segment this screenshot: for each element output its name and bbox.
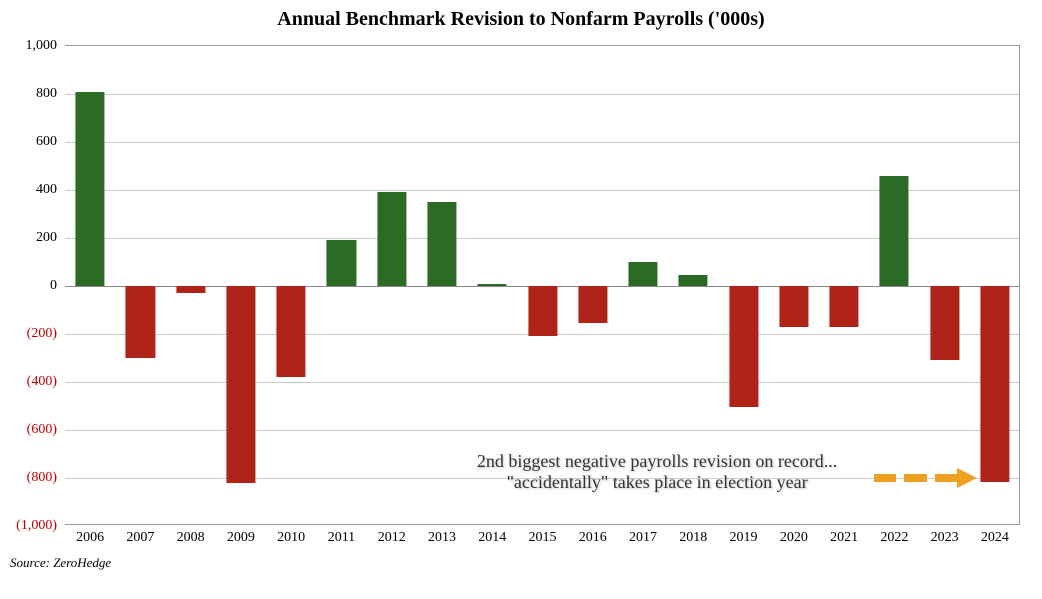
bar bbox=[830, 286, 859, 327]
x-axis-tick: 2013 bbox=[428, 524, 456, 546]
gridline bbox=[65, 238, 1019, 239]
bar bbox=[478, 284, 507, 286]
y-axis-tick: (200) bbox=[27, 326, 65, 342]
x-axis-tick: 2011 bbox=[328, 524, 355, 546]
bar bbox=[226, 286, 255, 483]
y-axis-tick: 800 bbox=[36, 86, 65, 102]
bar bbox=[277, 286, 306, 377]
x-axis-tick: 2014 bbox=[478, 524, 506, 546]
bar bbox=[377, 192, 406, 286]
bar bbox=[327, 240, 356, 286]
x-axis-tick: 2007 bbox=[126, 524, 154, 546]
y-axis-tick: 0 bbox=[50, 278, 65, 294]
bar bbox=[176, 286, 205, 293]
x-axis-tick: 2017 bbox=[629, 524, 657, 546]
gridline bbox=[65, 190, 1019, 191]
bar bbox=[930, 286, 959, 360]
gridline bbox=[65, 430, 1019, 431]
source-text: Source: ZeroHedge bbox=[10, 555, 111, 571]
x-axis-tick: 2021 bbox=[830, 524, 858, 546]
annotation-arrow-dash bbox=[935, 474, 957, 482]
plot-area: (1,000)(800)(600)(400)(200)0200400600800… bbox=[65, 45, 1020, 525]
x-axis-tick: 2010 bbox=[277, 524, 305, 546]
bar bbox=[76, 92, 105, 286]
y-axis-tick: 200 bbox=[36, 230, 65, 246]
x-axis-tick: 2015 bbox=[529, 524, 557, 546]
y-axis-tick: (600) bbox=[27, 422, 65, 438]
x-axis-tick: 2023 bbox=[931, 524, 959, 546]
gridline bbox=[65, 142, 1019, 143]
x-axis-tick: 2019 bbox=[730, 524, 758, 546]
bar bbox=[679, 275, 708, 286]
annotation-text: 2nd biggest negative payrolls revision o… bbox=[477, 451, 837, 493]
x-axis-tick: 2006 bbox=[76, 524, 104, 546]
x-axis-tick: 2008 bbox=[177, 524, 205, 546]
x-axis-tick: 2024 bbox=[981, 524, 1009, 546]
bar bbox=[980, 286, 1009, 482]
gridline bbox=[65, 382, 1019, 383]
bar bbox=[528, 286, 557, 336]
annotation-arrow-head bbox=[957, 468, 977, 488]
y-axis-tick: (400) bbox=[27, 374, 65, 390]
x-axis-tick: 2016 bbox=[579, 524, 607, 546]
gridline bbox=[65, 94, 1019, 95]
bar bbox=[628, 262, 657, 286]
annotation-arrow-dash bbox=[874, 474, 896, 482]
bar bbox=[729, 286, 758, 407]
annotation-arrow-dash bbox=[904, 474, 926, 482]
x-axis-tick: 2009 bbox=[227, 524, 255, 546]
y-axis-tick: 400 bbox=[36, 182, 65, 198]
y-axis-tick: 1,000 bbox=[26, 38, 66, 54]
chart-title: Annual Benchmark Revision to Nonfarm Pay… bbox=[0, 8, 1042, 31]
x-axis-tick: 2012 bbox=[378, 524, 406, 546]
x-axis-tick: 2022 bbox=[880, 524, 908, 546]
x-axis-tick: 2020 bbox=[780, 524, 808, 546]
chart-container: Annual Benchmark Revision to Nonfarm Pay… bbox=[0, 0, 1042, 599]
bar bbox=[779, 286, 808, 327]
bar bbox=[880, 176, 909, 286]
y-axis-tick: (800) bbox=[27, 470, 65, 486]
bar bbox=[578, 286, 607, 323]
bar bbox=[126, 286, 155, 358]
y-axis-tick: 600 bbox=[36, 134, 65, 150]
x-axis-tick: 2018 bbox=[679, 524, 707, 546]
y-axis-tick: (1,000) bbox=[16, 518, 65, 534]
bar bbox=[427, 202, 456, 286]
